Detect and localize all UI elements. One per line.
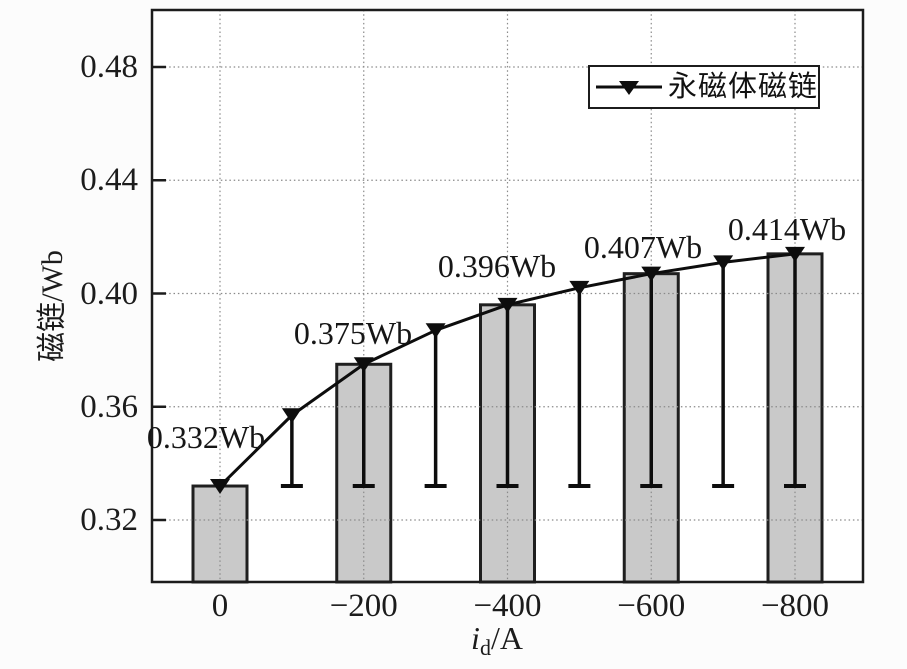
x-axis-label: id/A — [437, 617, 557, 660]
value-label: 0.396Wb — [437, 248, 557, 284]
point-marker — [210, 479, 230, 495]
point-marker — [641, 266, 662, 282]
x-axis-label-subscript: d — [479, 635, 491, 660]
y-tick-label: 0.36 — [80, 388, 138, 425]
point-marker — [353, 357, 374, 373]
y-tick-label: 0.32 — [80, 502, 138, 538]
x-tick-label: −200 — [329, 588, 398, 624]
point-marker — [425, 323, 446, 339]
plot-frame — [150, 8, 865, 584]
x-axis-label-symbol: i — [471, 620, 480, 656]
value-label: 0.332Wb — [146, 419, 266, 455]
point-marker — [497, 297, 518, 313]
value-label: 0.407Wb — [583, 229, 703, 265]
point-marker — [281, 408, 302, 424]
legend-label: 永磁体磁链 — [668, 71, 819, 103]
x-tick-label: −400 — [473, 588, 542, 624]
point-marker — [713, 255, 734, 271]
legend-marker-icon — [596, 81, 662, 95]
x-tick-label: −600 — [617, 588, 686, 624]
point-marker — [785, 246, 805, 262]
x-tick-label: −800 — [760, 588, 830, 624]
value-label: 0.375Wb — [293, 315, 413, 351]
point-marker — [569, 280, 590, 296]
y-tick-label: 0.44 — [80, 162, 138, 199]
legend: 永磁体磁链 — [588, 65, 820, 109]
y-axis-label: 磁链/Wb — [36, 250, 69, 362]
value-label: 0.414Wb — [727, 211, 847, 247]
y-tick-label: 0.40 — [80, 275, 138, 312]
x-tick-label: 0 — [211, 588, 229, 624]
x-axis-label-unit: /A — [490, 620, 523, 656]
y-tick-label: 0.48 — [80, 49, 138, 85]
